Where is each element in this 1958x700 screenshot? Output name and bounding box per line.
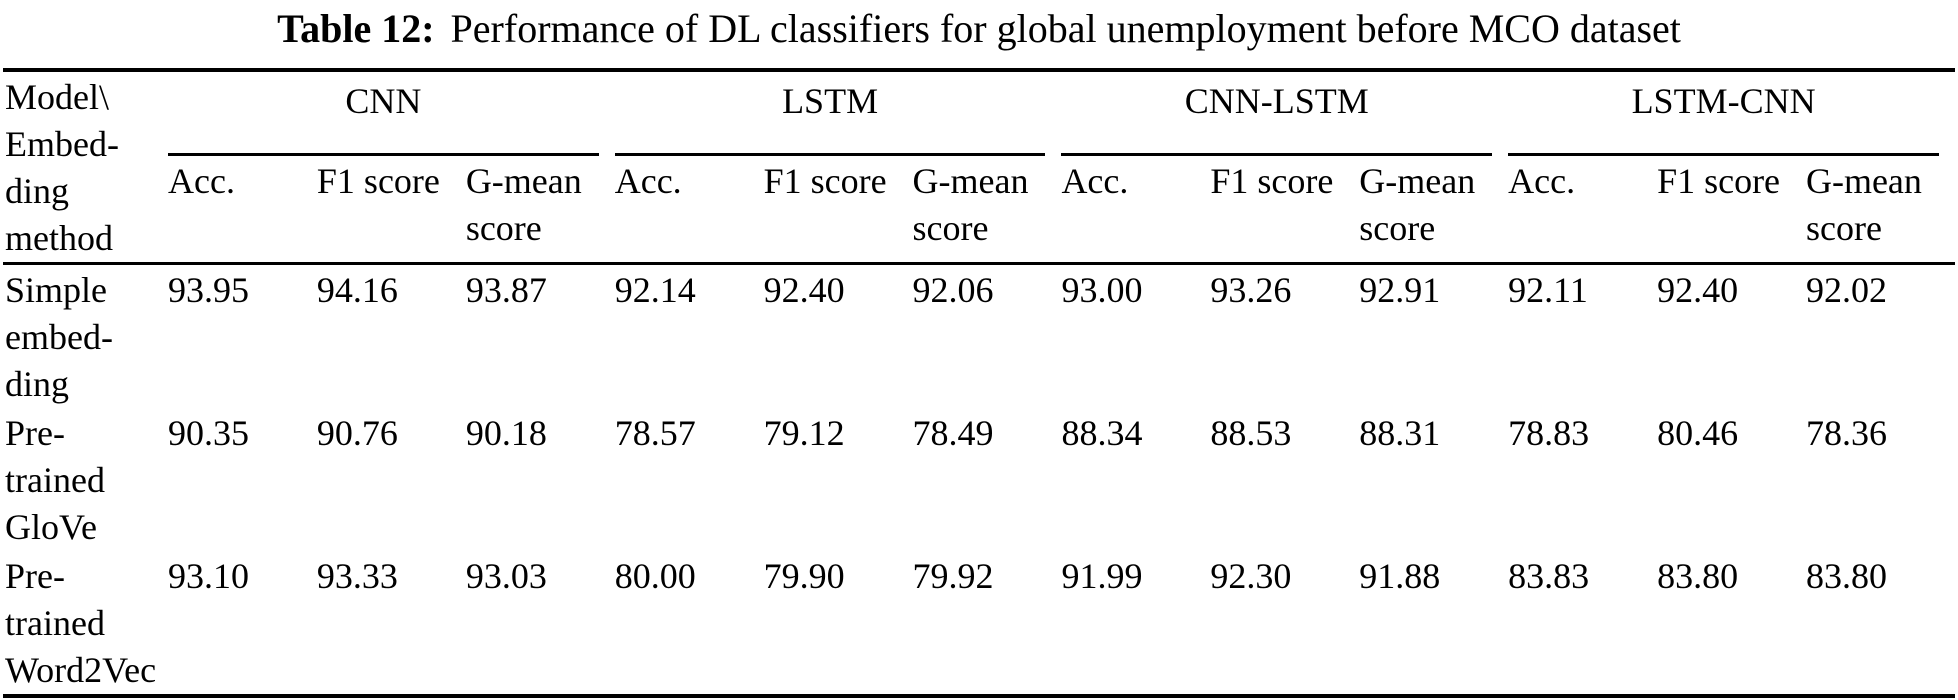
value-cell: 83.83 bbox=[1508, 556, 1590, 596]
value-cell: 83.80 bbox=[1657, 556, 1739, 596]
value-cell: 90.76 bbox=[316, 413, 398, 453]
group-rule bbox=[1061, 153, 1493, 157]
table-number-label: Table 12: bbox=[277, 6, 435, 51]
results-table: Model\ Embed- ding method CNN LSTM CNN-L… bbox=[3, 68, 1955, 698]
value-cell: 80.46 bbox=[1657, 413, 1739, 453]
group-header-row: Model\ Embed- ding method CNN LSTM CNN-L… bbox=[3, 70, 1955, 265]
row-label-pretrained-glove: Pre- trained GloVe bbox=[5, 413, 105, 547]
value-cell: 79.12 bbox=[763, 413, 845, 453]
subheader-lstm-acc: Acc. bbox=[614, 156, 764, 266]
row-header-model-embedding-method: Model\ Embed- ding method bbox=[3, 70, 168, 265]
value-cell: 92.02 bbox=[1805, 270, 1887, 310]
value-cell: 93.26 bbox=[1210, 270, 1292, 310]
row-simple-embedding: Simple embed- ding 93.95 94.16 93.87 92.… bbox=[3, 264, 1955, 409]
value-cell: 92.06 bbox=[912, 270, 994, 310]
group-rule bbox=[168, 153, 599, 157]
value-cell: 90.35 bbox=[168, 413, 249, 453]
row-pretrained-glove: Pre- trained GloVe 90.35 90.76 90.18 78.… bbox=[3, 408, 1955, 551]
caption-text: Performance of DL classifiers for global… bbox=[450, 6, 1681, 51]
value-cell: 93.00 bbox=[1061, 270, 1143, 310]
value-cell: 78.83 bbox=[1508, 413, 1590, 453]
row-pretrained-word2vec: Pre- trained Word2Vec 93.10 93.33 93.03 … bbox=[3, 551, 1955, 696]
value-cell: 83.80 bbox=[1805, 556, 1887, 596]
subheader-lstm-cnn-gmean: G-mean score bbox=[1805, 156, 1955, 266]
value-cell: 90.18 bbox=[465, 413, 547, 453]
subheader-cnn-lstm-acc: Acc. bbox=[1061, 156, 1211, 266]
value-cell: 79.90 bbox=[763, 556, 845, 596]
subheader-row: Acc. F1 score G-mean score Acc. F1 score… bbox=[3, 156, 1955, 266]
subheader-lstm-cnn-f1: F1 score bbox=[1657, 156, 1806, 266]
value-cell: 94.16 bbox=[316, 270, 398, 310]
group-label-lstm: LSTM bbox=[782, 81, 879, 121]
value-cell: 78.57 bbox=[614, 413, 696, 453]
subheader-lstm-f1: F1 score bbox=[763, 156, 913, 266]
value-cell: 91.88 bbox=[1359, 556, 1441, 596]
group-rule bbox=[1508, 153, 1939, 157]
value-cell: 93.87 bbox=[465, 270, 547, 310]
value-cell: 92.40 bbox=[1657, 270, 1739, 310]
group-label-lstm-cnn: LSTM-CNN bbox=[1631, 81, 1816, 121]
group-header-cnn: CNN bbox=[168, 70, 615, 157]
group-rule bbox=[614, 153, 1046, 157]
subheader-cnn-acc: Acc. bbox=[168, 156, 317, 266]
group-header-lstm-cnn: LSTM-CNN bbox=[1508, 70, 1955, 157]
value-cell: 91.99 bbox=[1061, 556, 1143, 596]
value-cell: 92.30 bbox=[1210, 556, 1292, 596]
value-cell: 88.53 bbox=[1210, 413, 1292, 453]
subheader-cnn-lstm-f1: F1 score bbox=[1210, 156, 1360, 266]
row-label-simple-embedding: Simple embed- ding bbox=[5, 270, 113, 404]
value-cell: 88.31 bbox=[1359, 413, 1441, 453]
value-cell: 93.10 bbox=[168, 556, 249, 596]
value-cell: 80.00 bbox=[614, 556, 696, 596]
group-header-cnn-lstm: CNN-LSTM bbox=[1061, 70, 1508, 157]
value-cell: 92.91 bbox=[1359, 270, 1441, 310]
group-label-cnn: CNN bbox=[345, 81, 422, 121]
value-cell: 92.14 bbox=[614, 270, 696, 310]
value-cell: 78.36 bbox=[1805, 413, 1887, 453]
value-cell: 93.95 bbox=[168, 270, 249, 310]
subheader-cnn-lstm-gmean: G-mean score bbox=[1359, 156, 1509, 266]
subheader-lstm-gmean: G-mean score bbox=[912, 156, 1062, 266]
subheader-cnn-f1: F1 score bbox=[316, 156, 466, 266]
value-cell: 93.33 bbox=[316, 556, 398, 596]
table-caption: Table 12: Performance of DL classifiers f… bbox=[0, 0, 1958, 52]
value-cell: 92.11 bbox=[1508, 270, 1588, 310]
value-cell: 93.03 bbox=[465, 556, 547, 596]
value-cell: 78.49 bbox=[912, 413, 994, 453]
group-header-lstm: LSTM bbox=[614, 70, 1062, 157]
subheader-lstm-cnn-acc: Acc. bbox=[1508, 156, 1658, 266]
value-cell: 79.92 bbox=[912, 556, 994, 596]
value-cell: 88.34 bbox=[1061, 413, 1143, 453]
group-label-cnn-lstm: CNN-LSTM bbox=[1184, 81, 1369, 121]
subheader-cnn-gmean: G-mean score bbox=[465, 156, 615, 266]
value-cell: 92.40 bbox=[763, 270, 845, 310]
row-label-pretrained-word2vec: Pre- trained Word2Vec bbox=[5, 556, 157, 690]
